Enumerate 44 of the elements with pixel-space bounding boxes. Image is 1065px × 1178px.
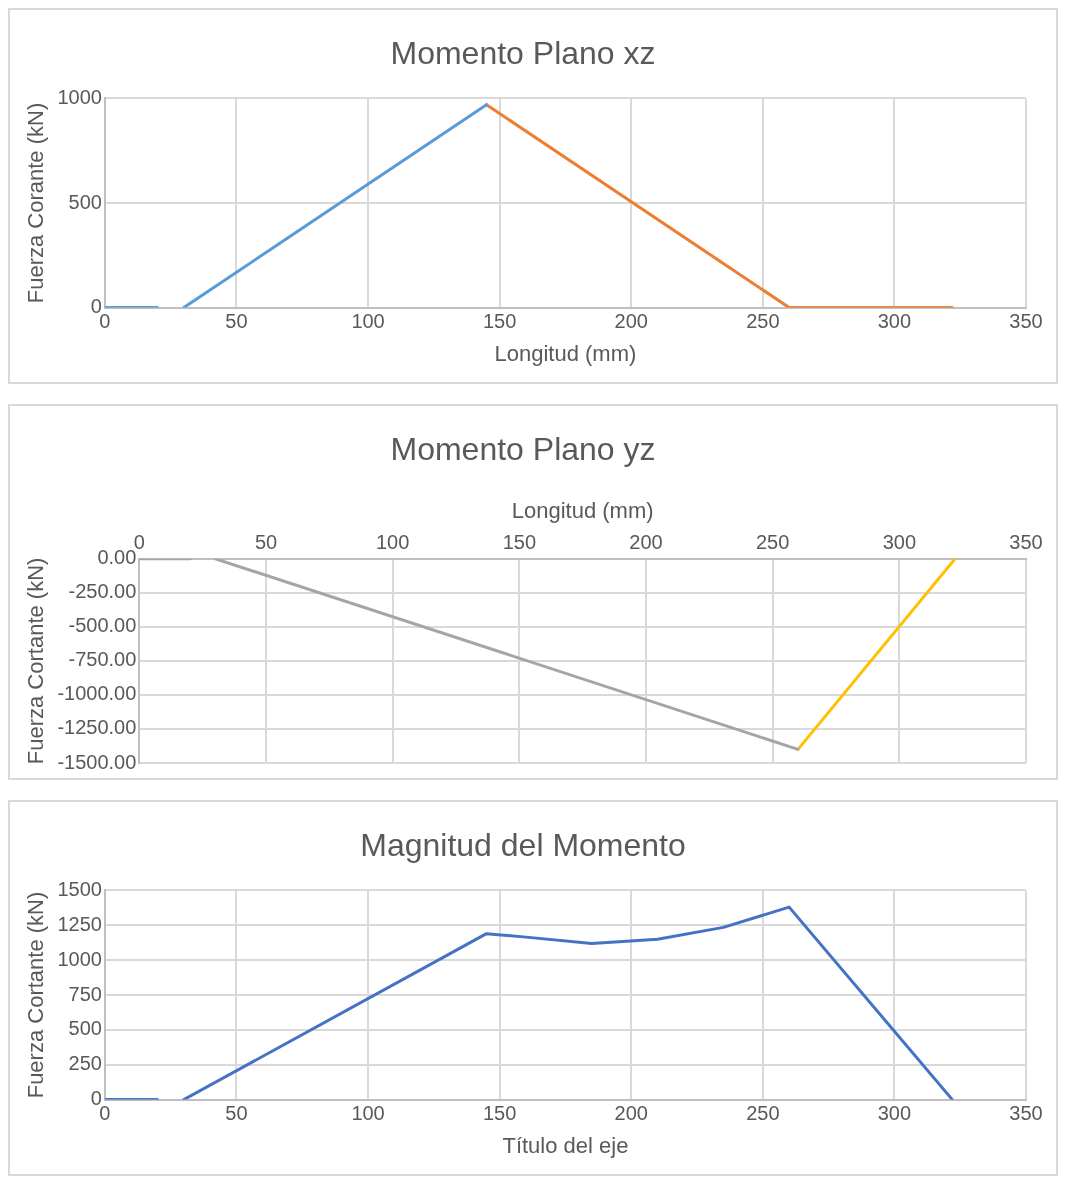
x-axis-title: Longitud (mm): [511, 497, 654, 523]
x-tick-label: 200: [614, 310, 648, 333]
y-axis-title: Fuerza Cortante (kN): [23, 891, 49, 1099]
x-tick-label: 200: [629, 531, 663, 554]
x-tick-label: 150: [482, 1102, 517, 1125]
y-tick-label: -750.00: [68, 648, 137, 671]
y-tick-label: -500.00: [68, 614, 137, 637]
x-tick-label: 300: [877, 1102, 912, 1125]
chart-title: Magnitud del Momento: [360, 827, 686, 864]
y-tick-label: 500: [68, 1017, 102, 1040]
x-tick-label: 350: [1009, 1102, 1043, 1125]
y-tick-label: 1000: [57, 947, 102, 970]
y-axis-title: Fuerza Cortante (kN): [23, 557, 49, 765]
y-tick-label: -250.00: [68, 580, 137, 603]
x-tick-label: 200: [614, 1102, 648, 1125]
x-axis-title: Longitud (mm): [494, 340, 637, 366]
x-tick-label: 50: [225, 310, 248, 333]
x-tick-label: 300: [877, 310, 912, 333]
x-tick-label: 250: [746, 1102, 780, 1125]
y-tick-label: 1000: [57, 85, 102, 108]
x-tick-label: 300: [882, 531, 917, 554]
x-tick-label: 350: [1009, 310, 1043, 333]
x-tick-label: 250: [746, 310, 780, 333]
x-tick-label: 100: [351, 310, 385, 333]
y-tick-label: 1500: [57, 877, 102, 900]
y-tick-label: -1000.00: [57, 682, 137, 705]
chart-title: Momento Plano yz: [390, 431, 656, 468]
x-tick-label: 100: [351, 1102, 385, 1125]
x-tick-label: 100: [375, 531, 410, 554]
x-tick-label: 250: [755, 531, 790, 554]
y-tick-label: -1500.00: [57, 750, 137, 773]
x-tick-label: 50: [254, 531, 278, 554]
x-tick-label: 150: [482, 310, 517, 333]
x-axis-title: Título del eje: [502, 1132, 629, 1158]
y-tick-label: 750: [68, 982, 102, 1005]
y-tick-label: 1250: [57, 912, 102, 935]
x-tick-label: 150: [502, 531, 537, 554]
y-tick-label: -1250.00: [57, 716, 137, 739]
x-tick-label: 350: [1009, 531, 1043, 554]
y-tick-label: 500: [68, 190, 102, 213]
chart-title: Momento Plano xz: [390, 35, 656, 72]
y-axis-title: Fuerza Corante (kN): [23, 102, 49, 304]
x-tick-label: 50: [225, 1102, 248, 1125]
y-tick-label: 250: [68, 1052, 102, 1075]
